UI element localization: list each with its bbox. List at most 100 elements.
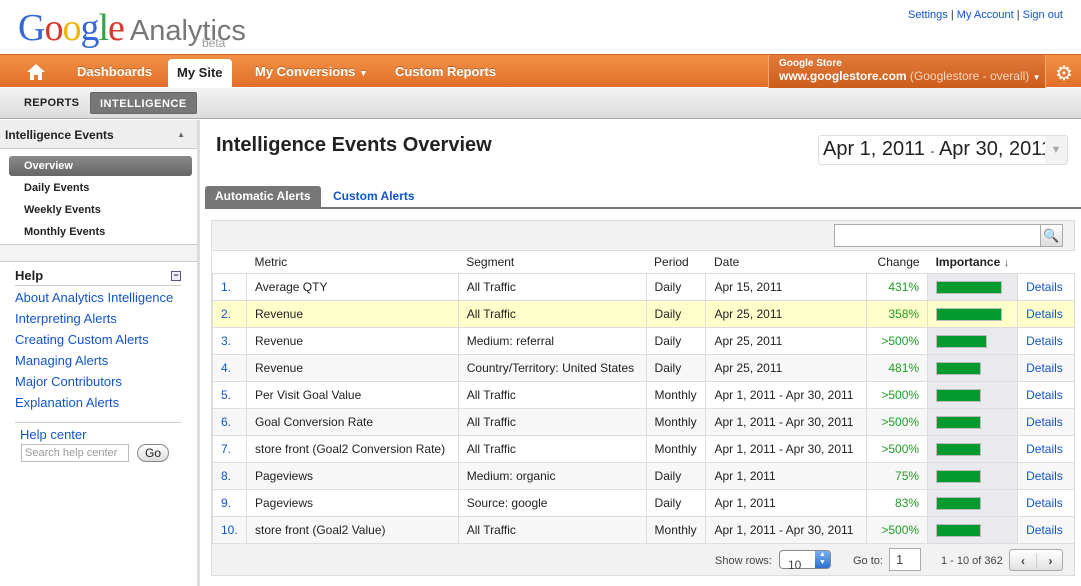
tab-custom-alerts[interactable]: Custom Alerts xyxy=(333,189,415,203)
collapse-up-icon[interactable]: ▲ xyxy=(177,130,185,139)
details-link[interactable]: Details xyxy=(1017,489,1075,517)
period-cell: Monthly xyxy=(645,516,707,544)
help-center-link[interactable]: Help center xyxy=(20,427,87,442)
nav-dashboards[interactable]: Dashboards xyxy=(77,64,153,79)
table-row[interactable]: 8. Pageviews Medium: organic Daily Apr 1… xyxy=(212,462,1075,490)
page-title: Intelligence Events Overview xyxy=(216,134,492,156)
table-row[interactable]: 10. store front (Goal2 Value) All Traffi… xyxy=(212,516,1075,544)
table-search-input[interactable] xyxy=(834,224,1041,247)
sidebar-item-weekly-events[interactable]: Weekly Events xyxy=(24,204,101,216)
date-range-picker[interactable]: Apr 1, 2011 - Apr 30, 2011 ▼ xyxy=(818,135,1068,165)
details-link[interactable]: Details xyxy=(1017,462,1075,490)
row-number: 1. xyxy=(212,273,247,301)
nav-custom-reports[interactable]: Custom Reports xyxy=(395,64,497,79)
divider xyxy=(0,244,197,262)
tab-automatic-alerts[interactable]: Automatic Alerts xyxy=(205,186,321,207)
table-row[interactable]: 3. Revenue Medium: referral Daily Apr 25… xyxy=(212,327,1075,355)
my-account-link[interactable]: My Account xyxy=(956,9,1014,21)
goto-page-input[interactable]: 1 xyxy=(889,548,921,571)
details-link[interactable]: Details xyxy=(1017,408,1075,436)
table-row[interactable]: 5. Per Visit Goal Value All Traffic Mont… xyxy=(212,381,1075,409)
column-header-change[interactable]: Change xyxy=(866,250,928,274)
help-link[interactable]: About Analytics Intelligence xyxy=(15,290,174,305)
sidebar-item-overview[interactable]: Overview xyxy=(9,156,192,176)
importance-cell xyxy=(927,327,1019,355)
sign-out-link[interactable]: Sign out xyxy=(1022,9,1063,21)
show-rows-select[interactable]: 10 ▲ ▼ xyxy=(779,550,831,572)
tab-reports[interactable]: REPORTS xyxy=(24,97,80,109)
nav-my-conversions[interactable]: My Conversions ▼ xyxy=(255,64,368,79)
help-go-button[interactable]: Go xyxy=(137,444,169,462)
chevron-down-icon[interactable]: ▼ xyxy=(1045,136,1067,164)
change-cell: >500% xyxy=(866,408,929,436)
details-link[interactable]: Details xyxy=(1017,381,1075,409)
date-cell: Apr 1, 2011 - Apr 30, 2011 xyxy=(705,516,868,544)
metric-cell: store front (Goal2 Value) xyxy=(245,516,459,544)
help-search-input[interactable]: Search help center xyxy=(21,444,129,462)
collapse-minus-icon[interactable]: − xyxy=(171,271,181,281)
sidebar-section-header[interactable]: Intelligence Events ▲ xyxy=(0,120,197,149)
home-icon[interactable] xyxy=(26,63,46,81)
column-header-period[interactable]: Period xyxy=(646,250,706,274)
importance-bar xyxy=(936,361,982,375)
show-rows-label: Show rows: xyxy=(715,555,772,567)
metric-cell: Goal Conversion Rate xyxy=(245,408,459,436)
sidebar-item-daily-events[interactable]: Daily Events xyxy=(24,182,90,194)
column-header-metric[interactable]: Metric xyxy=(246,250,459,274)
alerts-table-panel: 🔍 Metric Segment Period Date Change Impo… xyxy=(211,220,1075,576)
details-link[interactable]: Details xyxy=(1017,354,1075,382)
details-link[interactable]: Details xyxy=(1017,516,1075,544)
table-row[interactable]: 9. Pageviews Source: google Daily Apr 1,… xyxy=(212,489,1075,517)
alerts-table: Metric Segment Period Date Change Import… xyxy=(212,250,1075,544)
details-link[interactable]: Details xyxy=(1017,300,1075,328)
importance-bar xyxy=(936,280,1003,294)
row-number: 8. xyxy=(212,462,247,490)
sidebar: Intelligence Events ▲ Overview Daily Even… xyxy=(0,120,200,586)
segment-cell: Source: google xyxy=(457,489,647,517)
segment-cell: All Traffic xyxy=(457,435,647,463)
row-number: 3. xyxy=(212,327,247,355)
details-link[interactable]: Details xyxy=(1017,273,1075,301)
row-number: 7. xyxy=(212,435,247,463)
help-link[interactable]: Major Contributors xyxy=(15,374,122,389)
table-row[interactable]: 1. Average QTY All Traffic Daily Apr 15,… xyxy=(212,273,1075,301)
column-header-segment[interactable]: Segment xyxy=(458,250,647,274)
account-selector[interactable]: Google Store www.googlestore.com (Google… xyxy=(768,55,1046,88)
search-icon[interactable]: 🔍 xyxy=(1040,224,1063,247)
sidebar-item-monthly-events[interactable]: Monthly Events xyxy=(24,226,106,238)
importance-cell xyxy=(927,300,1019,328)
metric-cell: Revenue xyxy=(245,300,459,328)
settings-link[interactable]: Settings xyxy=(908,9,948,21)
tab-intelligence[interactable]: INTELLIGENCE xyxy=(90,92,197,114)
change-cell: 83% xyxy=(866,489,929,517)
table-row[interactable]: 4. Revenue Country/Territory: United Sta… xyxy=(212,354,1075,382)
nav-my-site[interactable]: My Site xyxy=(168,59,232,88)
importance-bar xyxy=(936,442,982,456)
period-cell: Daily xyxy=(645,489,707,517)
segment-cell: All Traffic xyxy=(457,408,647,436)
details-link[interactable]: Details xyxy=(1017,435,1075,463)
metric-cell: Per Visit Goal Value xyxy=(245,381,459,409)
period-cell: Daily xyxy=(645,273,707,301)
column-header-importance[interactable]: Importance ↓ xyxy=(927,250,1018,274)
details-link[interactable]: Details xyxy=(1017,327,1075,355)
help-link[interactable]: Managing Alerts xyxy=(15,353,109,368)
row-number: 10. xyxy=(212,516,247,544)
metric-cell: Revenue xyxy=(245,327,459,355)
help-link[interactable]: Explanation Alerts xyxy=(15,395,120,410)
prev-page-button[interactable]: ‹ xyxy=(1010,554,1037,568)
next-page-button[interactable]: › xyxy=(1048,554,1053,568)
segment-cell: All Traffic xyxy=(457,381,647,409)
table-row[interactable]: 2. Revenue All Traffic Daily Apr 25, 201… xyxy=(212,300,1075,328)
help-link[interactable]: Interpreting Alerts xyxy=(15,311,117,326)
segment-cell: All Traffic xyxy=(457,273,647,301)
help-link[interactable]: Creating Custom Alerts xyxy=(15,332,149,347)
importance-cell xyxy=(927,489,1019,517)
column-header-date[interactable]: Date xyxy=(705,250,867,274)
importance-bar xyxy=(936,496,982,510)
help-title: Help xyxy=(15,268,44,283)
table-row[interactable]: 7. store front (Goal2 Conversion Rate) A… xyxy=(212,435,1075,463)
gear-icon[interactable]: ⚙ xyxy=(1055,63,1073,85)
table-row[interactable]: 6. Goal Conversion Rate All Traffic Mont… xyxy=(212,408,1075,436)
date-cell: Apr 1, 2011 xyxy=(705,489,868,517)
